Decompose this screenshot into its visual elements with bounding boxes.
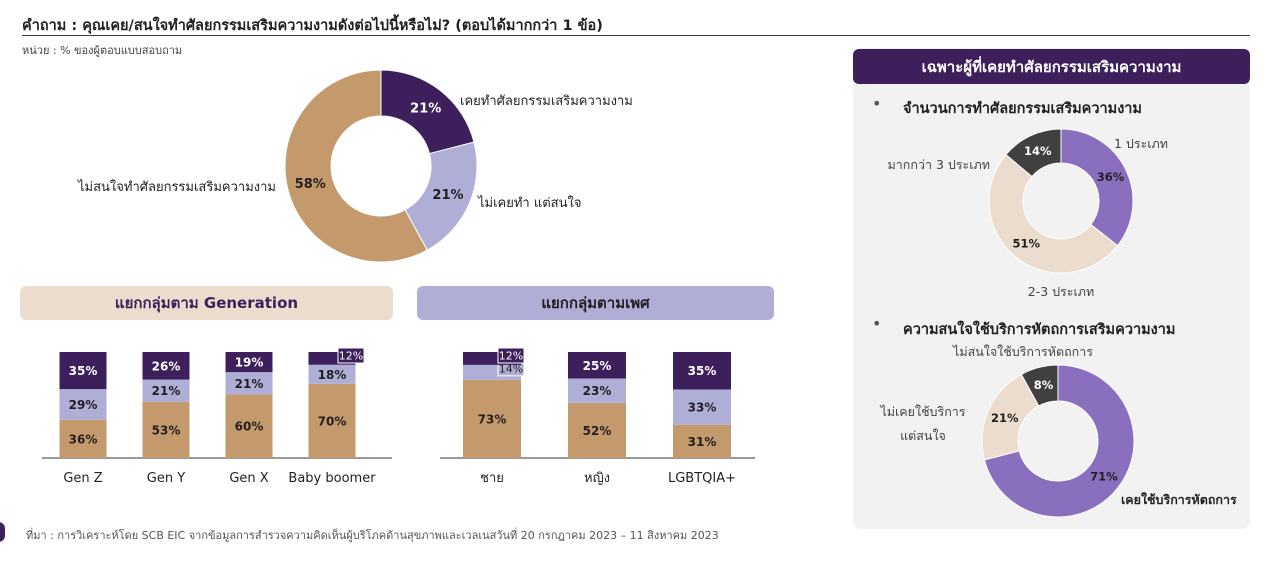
generation-stacked-bar-chart: 36% 29% 35% Gen Z 53% 21% 26% Gen Y 60% 21% 19% Gen… [42,347,392,486]
bar-segment-0-0 [59,419,107,458]
bar-value-label-1-0: 53% [152,423,181,437]
donut-value-label-1: 51% [1012,237,1040,251]
category-label-0: ชาย [480,471,504,486]
unit-note: หน่วย : % ของผู้ตอบแบบสอบถาม [22,44,183,57]
slice-category-label-1: 2-3 ประเภท [1028,284,1095,299]
bar-segment-2-0 [225,394,273,458]
source-note: ที่มา : การวิเคราะห์โดย SCB EIC จากข้อมู… [26,529,719,542]
slice-category-label-2: ไม่สนใจทำศัลยกรรมเสริมความงาม [77,179,276,195]
category-label-2: Gen X [229,471,268,486]
bar-value-label-2-1: 33% [688,401,717,415]
procedure-interest-donut-chart: 71% 21% 8% เคยใช้บริการหัตถการ ไม่เคยใช้บริก… [879,344,1237,518]
slice-category-label-0: 1 ประเภท [1114,136,1168,151]
slice-category-label-0: เคยใช้บริการหัตถการ [1121,492,1237,507]
bar-value-label-1-1: 21% [152,384,181,398]
bar-value-label-1-2: 26% [152,359,181,373]
bar-value-label-1-0: 52% [583,424,612,438]
experienced-panel [853,48,1250,529]
donut-value-label-2: 8% [1034,378,1054,392]
bullet-1: • [872,94,882,113]
bar-value-label-0-0: 36% [69,432,98,446]
category-label-1: หญิง [584,471,610,486]
bar-value-label-2-1: 21% [235,377,264,391]
donut-slice-2 [1005,128,1062,178]
category-label-1: Gen Y [147,471,185,486]
bar-segment-2-2 [225,352,273,373]
donut-value-label-0: 36% [1097,170,1125,184]
bar-segment-1-2 [142,352,190,380]
bar-value-label-3-1: 18% [318,368,347,382]
donut-slice-2 [1020,364,1059,407]
donut-slice-0 [983,364,1135,518]
donut-slice-2 [284,69,428,263]
category-label-0: Gen Z [63,471,102,486]
bar-value-label-0-0: 73% [478,412,507,426]
bar-segment-2-1 [673,389,731,425]
panel-title: เฉพาะผู้ที่เคยทำศัลยกรรมเสริมความงาม [853,49,1250,84]
bar-value-label-0-2: 12% [499,350,523,363]
bar-value-label-2-2: 19% [235,356,264,370]
bar-segment-1-1 [142,379,190,402]
bar-value-label-1-1: 23% [583,384,612,398]
bar-value-label-3-2: 12% [339,350,363,363]
bar-value-label-3-0: 70% [318,414,347,428]
donut-value-label-2: 58% [295,177,326,192]
bar-value-label-1-2: 25% [583,359,612,373]
bar-segment-0-2 [59,352,107,390]
slice-category-label-0: เคยทำศัลยกรรมเสริมความงาม [460,94,633,109]
gender-section-header: แยกกลุ่มตามเพศ [417,286,774,320]
bar-value-label-0-2: 35% [69,364,98,378]
panel-subtitle-count: จำนวนการทำศัลยกรรมเสริมความงาม [903,101,1142,117]
bar-segment-0-1 [59,389,107,420]
bar-segment-3-0 [308,383,356,458]
donut-value-label-0: 71% [1090,470,1118,484]
category-label-2: LGBTQIA+ [668,471,736,486]
category-label-3: Baby boomer [288,471,376,486]
slice-category-label-2: มากกว่า 3 ประเภท [888,157,990,172]
bar-value-label-0-1: 14% [499,362,523,375]
bar-value-tag-0-2 [497,347,525,364]
bar-segment-2-1 [225,372,273,395]
bar-value-label-2-0: 60% [235,420,264,434]
bullet-2: • [872,314,882,333]
bar-segment-2-2 [673,352,731,390]
bar-segment-1-0 [568,402,626,458]
donut-slice-0 [1060,128,1134,247]
bar-segment-1-1 [568,378,626,403]
slice-category-label-2: ไม่สนใจใช้บริการหัตถการ [952,344,1093,359]
donut-value-label-1: 21% [991,411,1019,425]
title-divider [22,35,1250,36]
bar-value-tag-3-2 [337,347,365,364]
bar-value-label-0-1: 29% [69,398,98,412]
bar-segment-3-1 [308,364,356,384]
bar-segment-2-0 [673,424,731,458]
bar-value-label-2-2: 35% [688,364,717,378]
bar-segment-0-0 [463,379,521,458]
donut-value-label-2: 14% [1024,144,1052,158]
slice-category-label-1a: ไม่เคยใช้บริการ [879,404,965,419]
bar-segment-1-0 [142,401,190,458]
generation-section-header: แยกกลุ่มตาม Generation [20,286,393,320]
donut-value-label-1: 21% [432,188,463,203]
donut-value-label-0: 21% [410,101,441,116]
question-title: คำถาม : คุณเคย/สนใจทำศัลยกรรมเสริมความงา… [22,18,603,34]
gender-stacked-bar-chart: 73% 14%12% ชาย 52% 23% 25% หญิง 31% 33% 35% LGBTQI… [440,347,755,486]
procedure-count-donut-chart: 36% 51% 14% 1 ประเภท 2-3 ประเภท มากกว่า 3 ประ… [888,128,1168,299]
bar-segment-1-2 [568,352,626,379]
slice-category-label-1: ไม่เคยทำ แต่สนใจ [477,195,581,211]
main-donut-chart: 21% 21% 58% เคยทำศัลยกรรมเสริมความงามไม่เคย… [77,69,633,263]
bar-value-label-2-0: 31% [688,435,717,449]
page-marker [0,522,5,542]
panel-subtitle-interest: ความสนใจใช้บริการหัตถการเสริมความงาม [903,322,1176,338]
donut-slice-1 [988,153,1119,274]
slice-category-label-1b: แต่สนใจ [900,428,946,443]
